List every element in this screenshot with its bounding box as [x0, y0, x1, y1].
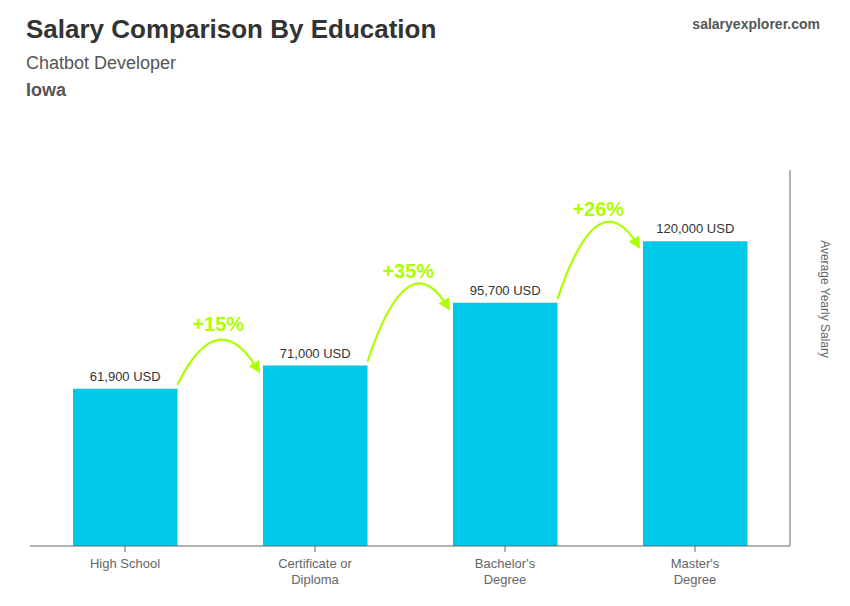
svg-text:71,000 USD: 71,000 USD	[280, 346, 351, 361]
svg-text:High School: High School	[90, 556, 160, 571]
svg-text:Master'sDegree: Master'sDegree	[671, 556, 720, 587]
svg-text:+35%: +35%	[382, 260, 434, 282]
svg-text:Bachelor'sDegree: Bachelor'sDegree	[475, 556, 536, 587]
svg-text:95,700 USD: 95,700 USD	[470, 283, 541, 298]
html-text:Salary Comparison By Education: Salary Comparison By Education	[26, 14, 437, 44]
svg-text:Certificate orDiploma: Certificate orDiploma	[278, 556, 352, 587]
html-text:Chatbot Developer: Chatbot Developer	[26, 53, 177, 73]
html-text:Iowa: Iowa	[26, 80, 66, 100]
svg-text:+26%: +26%	[572, 198, 624, 220]
svg-text:+15%: +15%	[192, 313, 244, 335]
svg-text:61,900 USD: 61,900 USD	[90, 369, 161, 384]
html-text:salaryexplorer.com: salaryexplorer.com	[692, 16, 820, 32]
svg-text:120,000 USD: 120,000 USD	[656, 221, 734, 236]
svg-text:Average Yearly Salary: Average Yearly Salary	[818, 240, 832, 358]
